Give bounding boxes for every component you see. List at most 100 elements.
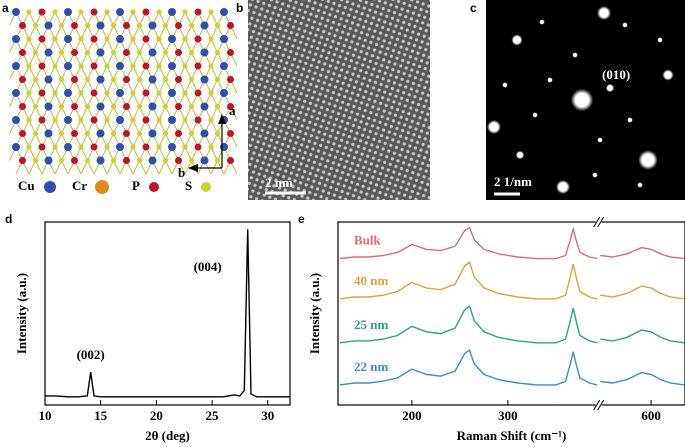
atom [220, 35, 228, 43]
atom [64, 35, 72, 43]
atom [208, 63, 214, 69]
atom [194, 35, 202, 43]
annotation: (002) [77, 347, 105, 362]
y-axis-label: Intensity (a.u.) [307, 273, 322, 354]
atom [58, 76, 65, 83]
legend-label: P [132, 178, 140, 193]
atom [123, 49, 130, 56]
atom [104, 117, 110, 123]
atom [12, 62, 20, 70]
atom [208, 9, 214, 15]
atom [148, 75, 157, 84]
atom [84, 49, 91, 56]
atom [168, 8, 176, 16]
atom [136, 157, 143, 164]
atom [19, 22, 26, 29]
atom [156, 9, 162, 15]
atom [64, 62, 72, 70]
atom [78, 63, 84, 69]
atom [44, 102, 53, 111]
atom [71, 130, 78, 137]
atom [200, 129, 209, 138]
atom [175, 22, 182, 29]
x-tick-label: 300 [498, 408, 518, 423]
atom [19, 130, 26, 137]
atom [162, 157, 169, 164]
atom [148, 21, 157, 30]
atom [136, 49, 143, 56]
atom [44, 156, 53, 165]
atom [130, 36, 136, 42]
atom [175, 103, 182, 110]
diffraction-spot [637, 182, 643, 188]
diffraction-spot [511, 34, 523, 46]
atom [90, 143, 98, 151]
legend-label: 40 nm [354, 273, 388, 288]
diffraction-spot [556, 180, 570, 194]
arrow-head [218, 114, 226, 124]
atom [142, 89, 150, 97]
atom [168, 143, 176, 151]
x-tick-label: 10 [39, 408, 52, 423]
legend-label: 22 nm [354, 359, 388, 374]
atom [194, 116, 202, 124]
atom [26, 9, 32, 15]
atom [44, 21, 53, 30]
atom [162, 130, 169, 137]
atom [52, 36, 58, 42]
atom [142, 116, 150, 124]
atom [71, 22, 78, 29]
atom [96, 21, 105, 30]
atom [220, 89, 228, 97]
atom [123, 130, 130, 137]
legend-label: 25 nm [354, 317, 388, 332]
atom [214, 157, 221, 164]
diffraction-spot [547, 77, 553, 83]
atom [116, 89, 124, 97]
diffraction-spot [572, 52, 578, 58]
annotation: (004) [194, 259, 222, 274]
atom [227, 130, 234, 137]
atom [182, 117, 188, 123]
atom [182, 63, 188, 69]
axis-break [593, 216, 601, 228]
atom [78, 90, 84, 96]
atom [38, 116, 46, 124]
atom [104, 36, 110, 42]
x-axis-label: 2θ (deg) [145, 428, 190, 443]
atom [110, 130, 117, 137]
atom [227, 76, 234, 83]
atom [32, 157, 39, 164]
atom [188, 22, 195, 29]
atom [32, 130, 39, 137]
atom [162, 76, 169, 83]
atom [90, 35, 98, 43]
atom [44, 75, 53, 84]
atom [104, 9, 110, 15]
diffraction-spot [502, 82, 508, 88]
atom [142, 35, 150, 43]
atom [214, 103, 221, 110]
legend-ball [44, 181, 56, 193]
atom [96, 75, 105, 84]
diffraction-spot [597, 137, 603, 143]
atom [64, 116, 72, 124]
atom [130, 63, 136, 69]
atom [90, 62, 98, 70]
diffraction-spot [487, 120, 501, 134]
atom [96, 156, 105, 165]
legend-ball [95, 180, 109, 194]
atom [156, 90, 162, 96]
atom [38, 62, 46, 70]
legend-ball [201, 182, 211, 192]
plot-frame [337, 221, 685, 406]
atom [136, 76, 143, 83]
atom [84, 22, 91, 29]
atom [26, 36, 32, 42]
axis-break [597, 399, 605, 411]
atom [110, 76, 117, 83]
data-line [339, 261, 598, 300]
diffraction-spot [592, 172, 598, 178]
atom [26, 63, 32, 69]
spot-label: (010) [602, 67, 630, 82]
